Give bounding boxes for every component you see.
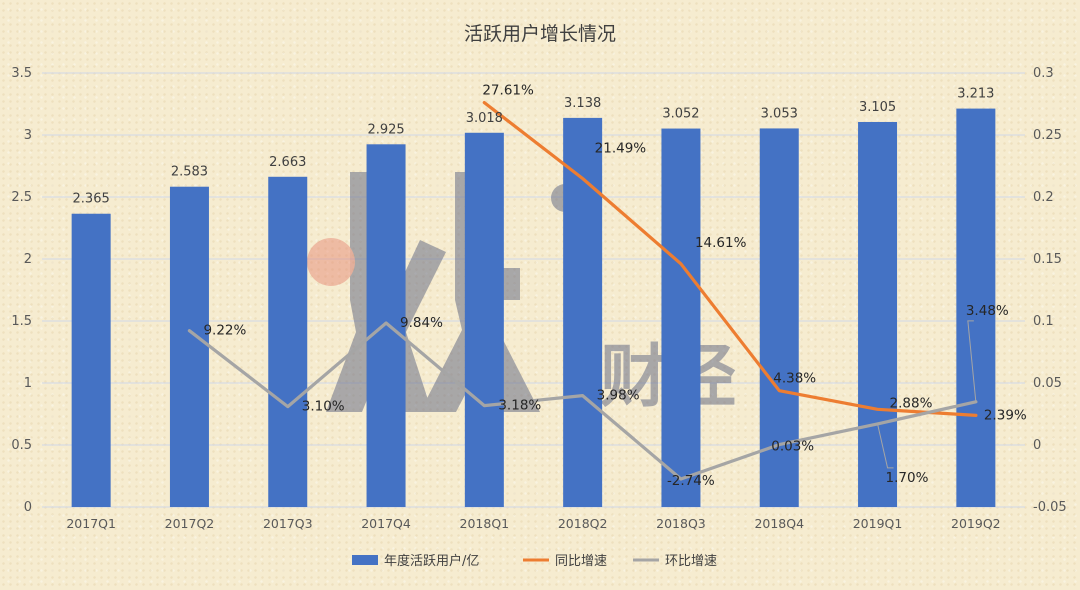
bar — [956, 108, 996, 507]
y-right-tick-label: 0 — [1033, 438, 1041, 453]
bar-data-label: 3.052 — [662, 107, 699, 122]
y-left-tick-label: 3.5 — [11, 66, 32, 81]
qoq-data-label: 9.84% — [400, 315, 443, 331]
legend-swatch-bar — [352, 555, 378, 565]
bar-data-label: 2.663 — [269, 155, 306, 170]
y-right-tick-label: 0.05 — [1033, 376, 1062, 391]
data-labels: 2.365 2.583 2.663 2.925 3.018 3.138 3.052 3.053… — [73, 83, 1027, 489]
y-right-tick-label: 0.15 — [1033, 252, 1062, 267]
qoq-data-label: 3.48% — [966, 303, 1009, 319]
y-left-tick-label: 1.5 — [11, 314, 32, 329]
qoq-data-label: 3.98% — [597, 388, 640, 404]
bar — [563, 117, 603, 507]
y-left-tick-label: 2 — [24, 252, 32, 267]
bar-data-label: 3.053 — [761, 106, 798, 121]
qoq-data-label: 3.18% — [498, 398, 541, 414]
bar — [268, 176, 308, 507]
watermark-logo-red-dot — [307, 238, 355, 286]
x-tick-label: 2019Q1 — [853, 516, 903, 531]
yoy-data-label: 2.88% — [890, 395, 933, 411]
qoq-data-label: 9.22% — [203, 323, 246, 339]
yoy-data-label: 2.39% — [984, 407, 1027, 423]
bar — [71, 213, 111, 508]
y-left-tick-label: 2.5 — [11, 190, 32, 205]
legend-label: 同比增速 — [555, 554, 607, 569]
yoy-data-label: 4.38% — [773, 371, 816, 387]
x-tick-label: 2017Q4 — [361, 516, 411, 531]
bar-data-label: 3.105 — [859, 100, 896, 115]
bar — [661, 128, 701, 507]
bar — [464, 132, 504, 507]
y-left-tick-label: 0 — [24, 500, 32, 515]
y-left-tick-label: 1 — [24, 376, 32, 391]
bar-data-label: 2.365 — [73, 192, 110, 207]
legend-label: 年度活跃用户/亿 — [384, 553, 479, 569]
y-left-tick-label: 3 — [24, 128, 32, 143]
bar — [858, 121, 898, 507]
bar — [169, 186, 209, 507]
yoy-data-label: 21.49% — [595, 141, 647, 157]
bar-data-label: 2.583 — [171, 165, 208, 180]
bar-series — [71, 108, 996, 508]
x-tick-label: 2018Q2 — [558, 516, 608, 531]
yoy-data-label: 14.61% — [695, 235, 747, 251]
qoq-data-label: 0.03% — [771, 439, 814, 455]
y-right-tick-label: 0.1 — [1033, 314, 1054, 329]
legend: 年度活跃用户/亿 同比增速 环比增速 — [352, 553, 717, 569]
qoq-data-label: 1.70% — [886, 470, 929, 486]
x-tick-label: 2018Q3 — [656, 516, 706, 531]
y-right-tick-label: 0.2 — [1033, 190, 1054, 205]
yoy-data-label: 27.61% — [482, 83, 534, 99]
x-tick-label: 2017Q2 — [165, 516, 215, 531]
x-tick-label: 2018Q1 — [460, 516, 510, 531]
y-left-tick-label: 0.5 — [11, 438, 32, 453]
bar-data-label: 3.138 — [564, 96, 601, 111]
bar-data-label: 3.018 — [466, 111, 503, 126]
qoq-data-label: -2.74% — [667, 473, 715, 489]
qoq-growth-line — [187, 321, 978, 481]
y-right-tick-label: -0.05 — [1033, 500, 1067, 515]
bar — [366, 144, 406, 508]
y-right-tick-label: 0.25 — [1033, 128, 1062, 143]
label-leader-line — [877, 423, 894, 469]
legend-label: 环比增速 — [665, 554, 717, 569]
x-tick-label: 2017Q3 — [263, 516, 313, 531]
x-tick-label: 2017Q1 — [66, 516, 116, 531]
label-leader-line — [967, 320, 977, 402]
bar-data-label: 3.213 — [957, 87, 994, 102]
chart-title: 活跃用户增长情况 — [464, 23, 616, 45]
bar-data-label: 2.925 — [367, 122, 404, 137]
y-right-tick-label: 0.3 — [1033, 66, 1054, 81]
yoy-growth-line — [482, 101, 978, 417]
qoq-data-label: 3.10% — [302, 399, 345, 415]
x-tick-label: 2019Q2 — [951, 516, 1001, 531]
line-series — [187, 101, 978, 481]
x-tick-label: 2018Q4 — [754, 516, 804, 531]
axes: 0 0.5 1 1.5 2 2.5 3 3.5 -0.05 0 0.05 0.1 0.15 0.2 0.25… — [11, 66, 1066, 531]
